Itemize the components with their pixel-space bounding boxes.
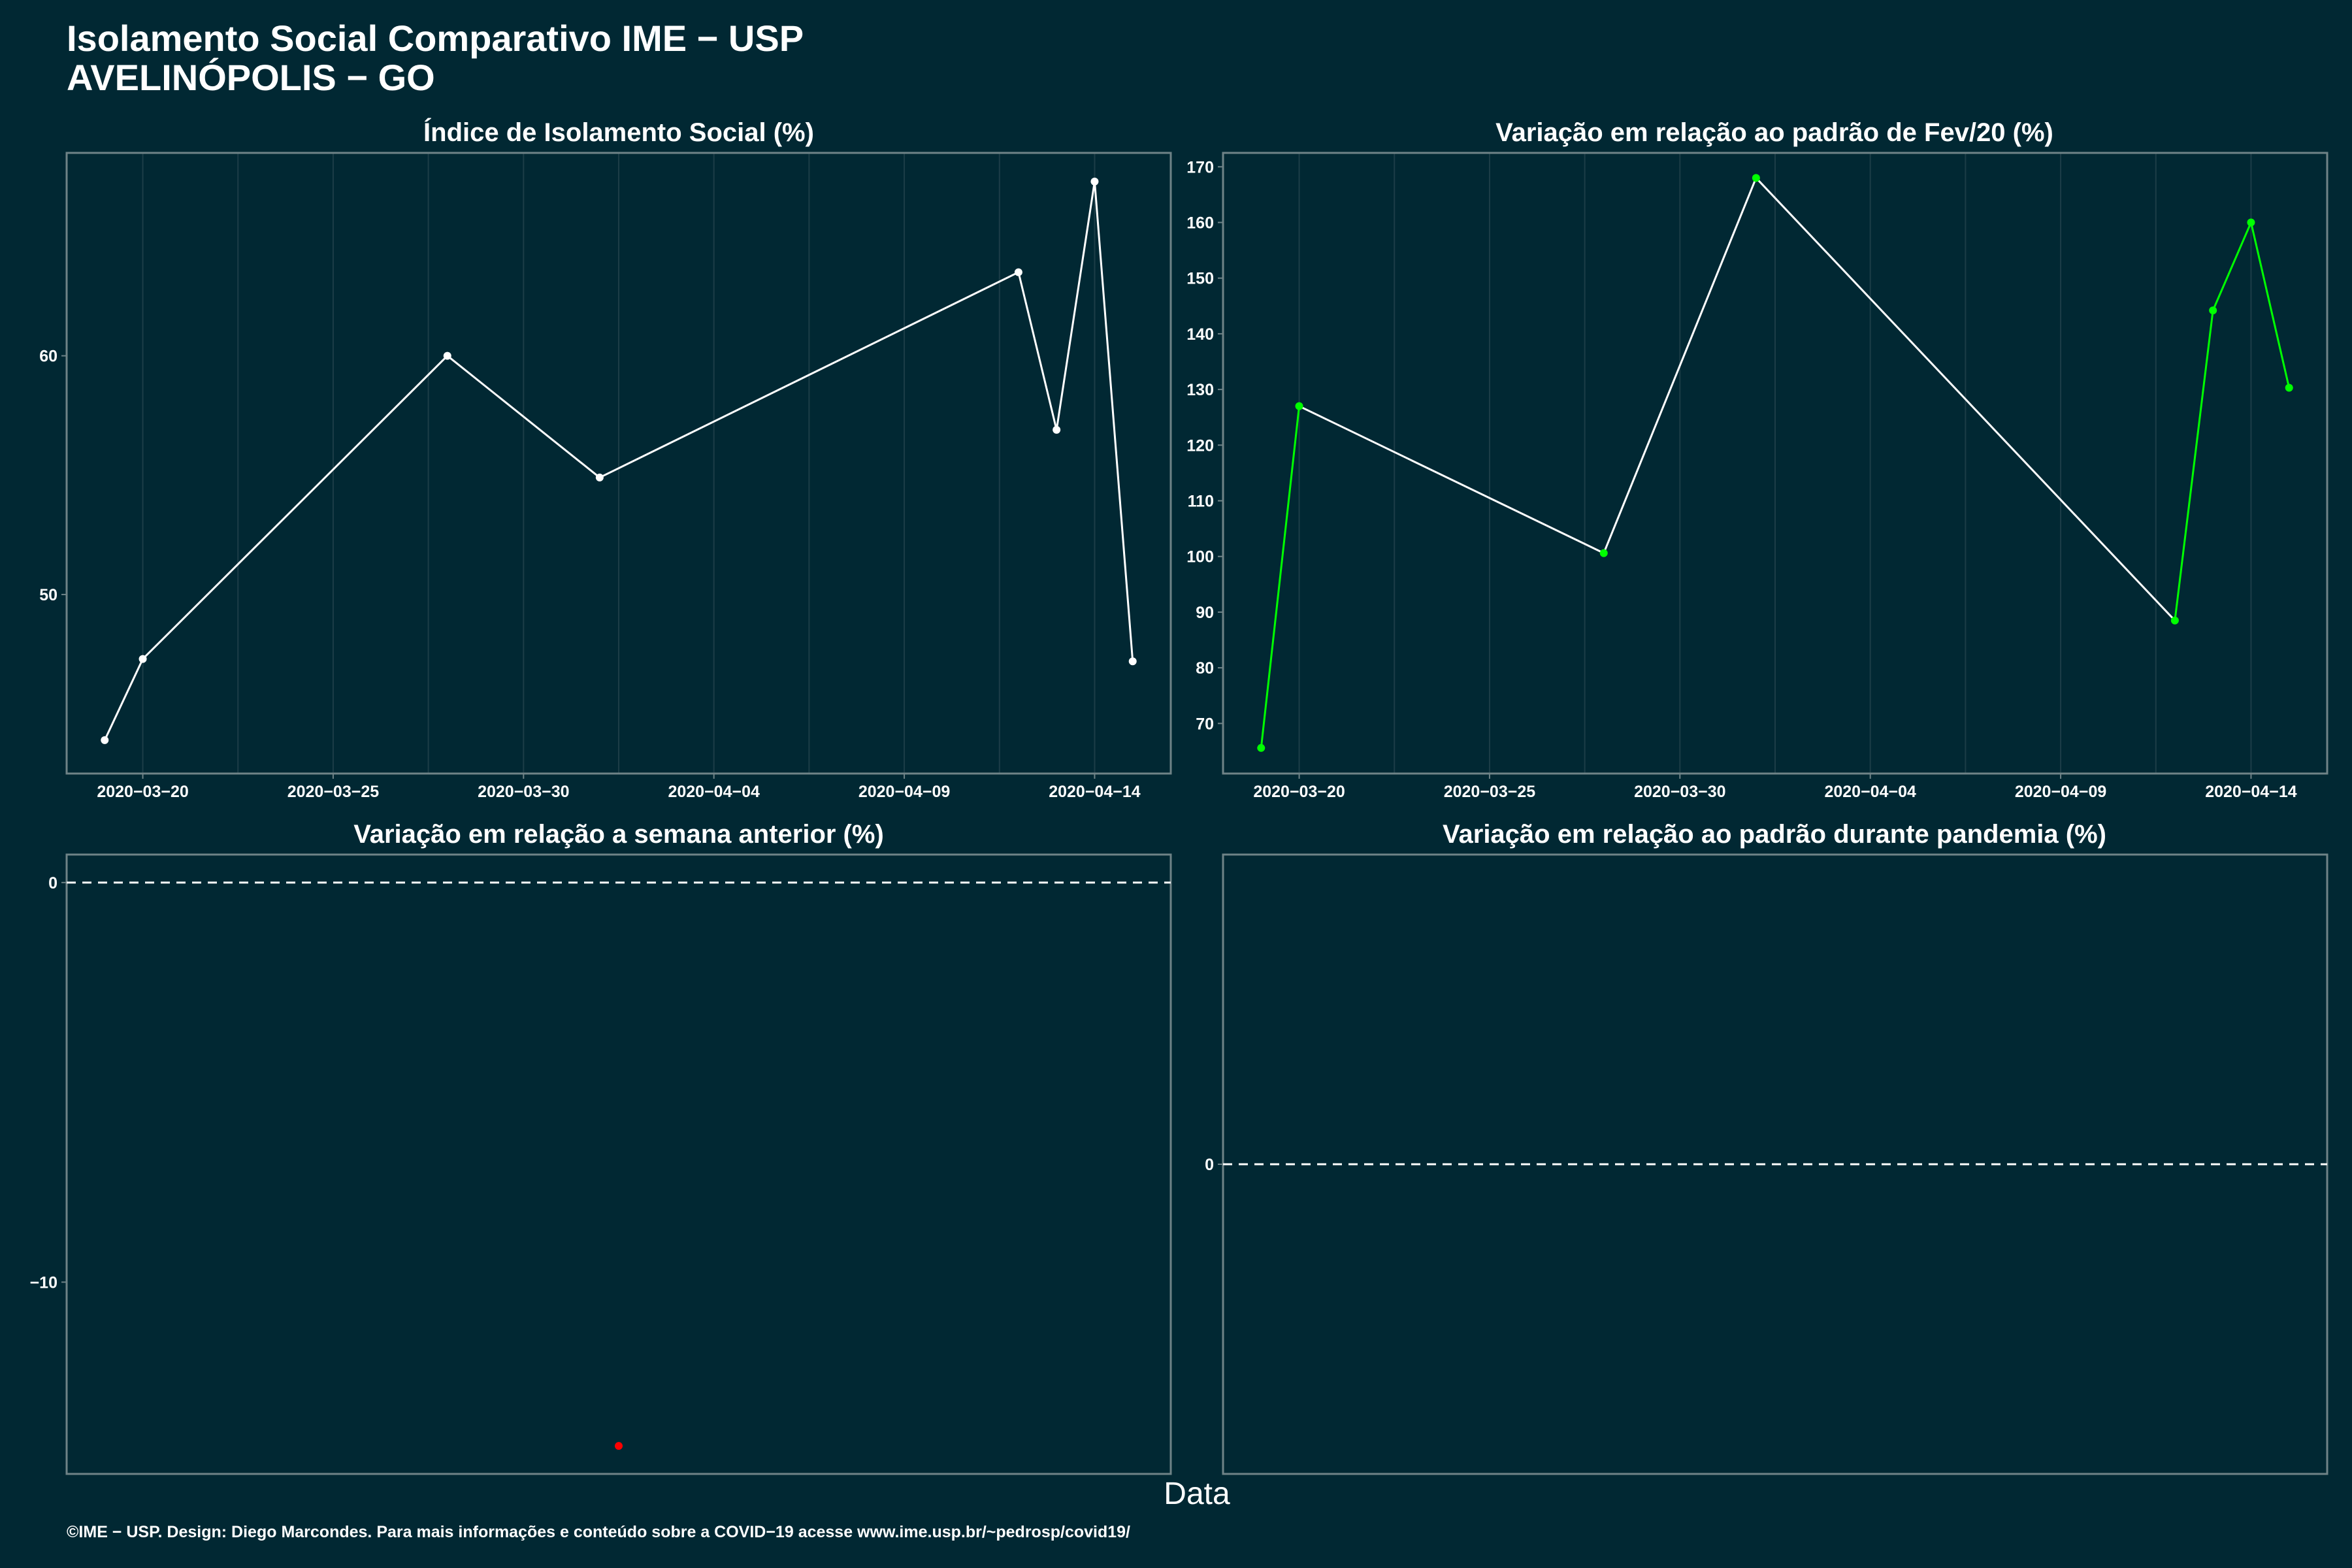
data-point-0 [1257, 743, 1266, 752]
y-tick-label-2: 90 [1196, 604, 1214, 622]
y-tick-label-10: 170 [1186, 158, 1214, 176]
data-point-4 [1014, 268, 1022, 276]
series-segment-1 [1298, 405, 1605, 554]
series-segment-0 [103, 658, 144, 741]
data-point-6 [2247, 218, 2255, 227]
y-tick-label-1: −10 [30, 1273, 57, 1292]
series-segment-1 [142, 355, 448, 660]
x-tick-label-4: 2020−04−09 [858, 783, 950, 801]
data-point-2 [443, 351, 451, 360]
series-segment-0 [1260, 406, 1301, 748]
y-tick-label-1: 60 [39, 348, 57, 366]
main-subtitle: AVELINÓPOLIS − GO [67, 57, 435, 98]
y-tick-label-7: 140 [1186, 325, 1214, 344]
series-segment-2 [1603, 177, 1757, 554]
panel-title-fev20: Variação em relação ao padrão de Fev/20 … [1495, 118, 2053, 147]
caption: ©IME − USP. Design: Diego Marcondes. Par… [67, 1523, 1130, 1541]
x-tick-label-3: 2020−04−04 [1824, 783, 1916, 801]
series-segment-6 [1093, 181, 1134, 662]
panel-title-semana: Variação em relação a semana anterior (%… [353, 820, 884, 849]
x-tick-label-5: 2020−04−14 [2205, 783, 2297, 801]
y-tick-label-4: 110 [1188, 493, 1214, 511]
panel-semana: Variação em relação a semana anterior (%… [30, 820, 1172, 1475]
data-point-1 [1295, 402, 1303, 410]
panel-isolamento: Índice de Isolamento Social (%) 50 60 2020… [39, 118, 1172, 801]
data-point-1 [139, 655, 147, 663]
y-tick-label-0: 0 [48, 874, 57, 892]
data-point-3 [1752, 174, 1760, 182]
panel-title-pandemia: Variação em relação ao padrão durante pa… [1443, 820, 2106, 849]
data-point-3 [595, 473, 604, 482]
data-point-7 [2285, 384, 2293, 392]
y-tick-label-0: 70 [1196, 715, 1214, 733]
data-point-5 [1053, 425, 1061, 434]
panel-border [1222, 152, 2328, 775]
data-point-0 [101, 736, 109, 744]
y-tick-label-0: 0 [1205, 1156, 1214, 1174]
series-segment-5 [2212, 221, 2252, 311]
series-segment-6 [2249, 222, 2291, 388]
y-tick-label-1: 80 [1196, 659, 1214, 678]
series-segment-4 [1017, 272, 1058, 431]
x-tick-label-2: 2020−03−30 [1634, 783, 1725, 801]
panel-border [65, 152, 1172, 775]
y-tick-label-3: 100 [1186, 548, 1214, 566]
x-tick-label-1: 2020−03−25 [287, 783, 380, 801]
series-segment-2 [446, 355, 600, 479]
y-tick-label-6: 130 [1186, 381, 1214, 399]
data-point-4 [2170, 616, 2179, 625]
y-tick-label-9: 160 [1186, 214, 1214, 233]
series-segment-3 [1755, 177, 2176, 621]
panel-title-isolamento: Índice de Isolamento Social (%) [423, 118, 814, 147]
panel-pandemia: Variação em relação ao padrão durante pa… [1205, 820, 2328, 1475]
series-segment-5 [1055, 181, 1096, 431]
x-tick-label-5: 2020−04−14 [1049, 783, 1141, 801]
x-tick-label-3: 2020−04−04 [668, 783, 760, 801]
data-point-0 [615, 1442, 623, 1450]
x-axis-label: Data [1164, 1477, 1230, 1511]
series-segment-3 [599, 271, 1019, 479]
data-point-6 [1090, 177, 1099, 186]
x-tick-label-0: 2020−03−20 [97, 783, 188, 801]
data-point-2 [1599, 549, 1608, 557]
panel-border [65, 853, 1172, 1475]
y-tick-label-8: 150 [1186, 270, 1214, 288]
data-point-7 [1128, 657, 1137, 666]
x-tick-label-0: 2020−03−20 [1253, 783, 1345, 801]
x-tick-label-4: 2020−04−09 [2015, 783, 2106, 801]
series-segment-4 [2174, 310, 2214, 621]
y-tick-label-0: 50 [39, 586, 57, 604]
panel-fev20: Variação em relação ao padrão de Fev/20 … [1186, 118, 2328, 801]
y-tick-label-5: 120 [1186, 436, 1214, 455]
data-point-5 [2209, 306, 2217, 315]
main-title: Isolamento Social Comparativo IME − USP [67, 18, 804, 59]
x-tick-label-2: 2020−03−30 [478, 783, 569, 801]
x-tick-label-1: 2020−03−25 [1444, 783, 1536, 801]
